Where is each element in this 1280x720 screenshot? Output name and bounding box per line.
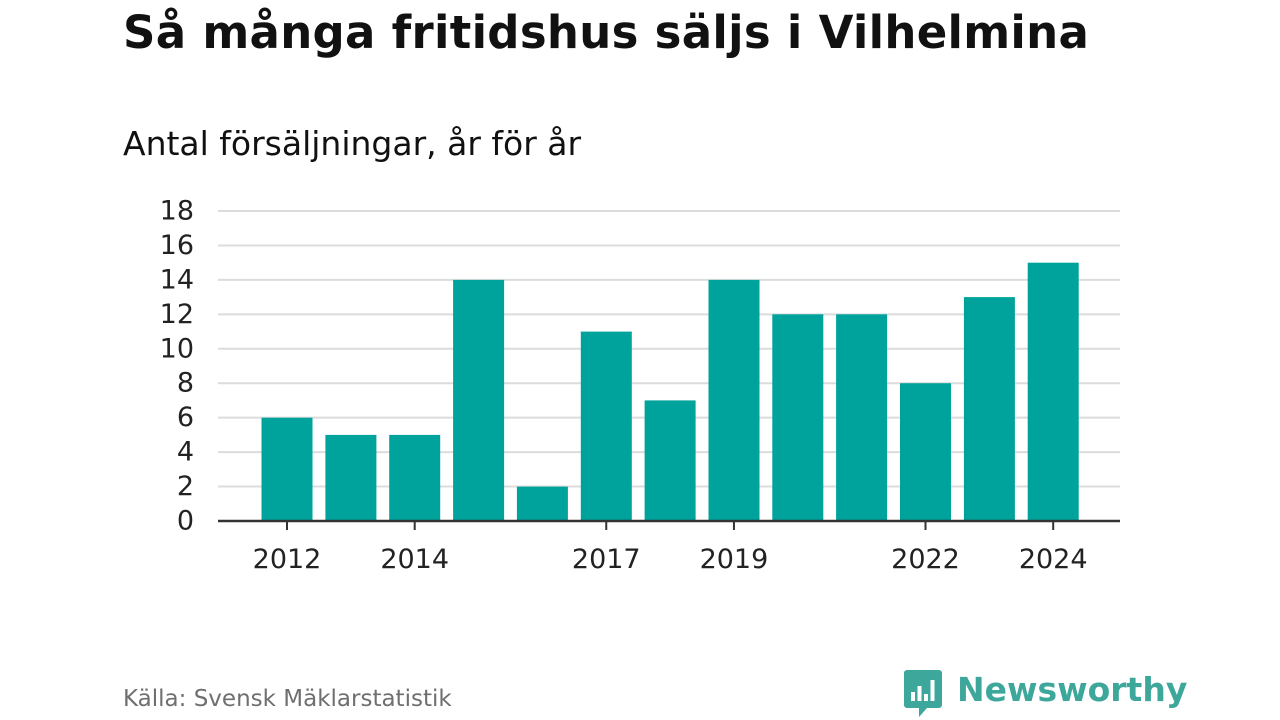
bar-2016 [516, 486, 568, 521]
chart-subtitle: Antal försäljningar, år för år [123, 124, 582, 163]
x-tick-label: 2012 [253, 544, 322, 575]
y-tick-label: 16 [160, 230, 194, 261]
bar-2024 [1027, 262, 1079, 521]
x-tick-label: 2019 [700, 544, 769, 575]
chart-title: Så många fritidshus säljs i Vilhelmina [123, 6, 1090, 59]
y-tick-label: 6 [177, 402, 194, 433]
bar-2023 [963, 297, 1015, 521]
newsworthy-logo-icon [904, 670, 942, 717]
brand-logo[interactable]: Newsworthy [903, 668, 1187, 720]
bar-2012 [261, 417, 313, 521]
bar-2020 [772, 314, 824, 521]
y-tick-label: 18 [160, 196, 194, 227]
x-tick-label: 2014 [380, 544, 449, 575]
y-tick-label: 10 [160, 333, 194, 364]
source-note: Källa: Svensk Mäklarstatistik [123, 686, 452, 712]
bar-2019 [708, 279, 760, 521]
x-axis-ticks: 2012 2014 2017 2019 2022 2024 [253, 521, 1088, 575]
bar-2021 [836, 314, 888, 521]
bar-2013 [325, 434, 377, 521]
bar-2017 [580, 331, 632, 521]
x-tick-label: 2024 [1019, 544, 1088, 575]
x-tick-label: 2017 [572, 544, 641, 575]
x-tick-label: 2022 [891, 544, 960, 575]
bars [261, 262, 1079, 521]
bar-2022 [900, 383, 951, 521]
bar-2015 [453, 279, 505, 521]
y-tick-label: 12 [160, 299, 194, 330]
y-tick-label: 14 [160, 264, 194, 295]
y-tick-label: 8 [177, 368, 194, 399]
brand-name: Newsworthy [957, 670, 1188, 709]
bar-2018 [644, 400, 696, 521]
y-tick-label: 2 [177, 471, 194, 502]
y-tick-label: 0 [177, 506, 194, 537]
bar-2014 [389, 434, 441, 521]
y-tick-label: 4 [177, 437, 194, 468]
